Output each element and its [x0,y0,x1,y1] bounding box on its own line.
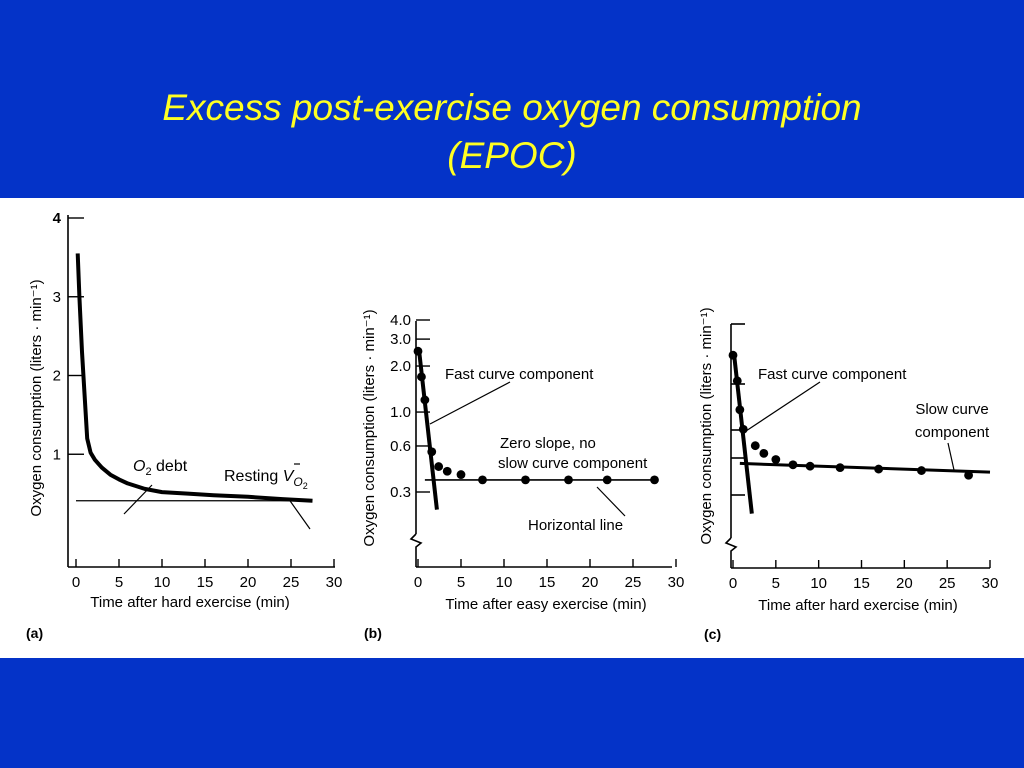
panel-c-slow-pointer [947,442,955,471]
panel-b-data-point [434,462,444,471]
panel-b-data-point [521,475,530,485]
panel-c-x-tick-label: 0 [729,575,737,592]
panel-b-x-tick-label: 25 [625,574,642,591]
panel-c-x-label: Time after hard exercise (min) [758,597,958,614]
panel-b-y-tick-label: 1.0 [390,404,411,421]
panel-b-y-label: Oxygen consumption (liters · min⁻¹) [361,309,378,546]
panel-c-data-point [771,455,781,464]
panel-c-data-point [738,424,748,434]
panel-b-zero-slope-label-2: slow curve component [498,455,648,472]
panel-b-y-tick-label: 0.6 [390,438,411,455]
panel-c-x-tick-label: 10 [810,575,827,592]
panel-c-data-point [788,460,798,470]
panel-a-resting-pointer [287,497,311,530]
panel-a-y-tick-label: 3 [53,289,61,306]
panel-b-x-tick-label: 0 [414,574,422,591]
panel-b-y-tick-label: 2.0 [390,358,411,375]
panel-b-data-point [478,475,487,485]
panel-b-y-tick-label: 0.3 [390,484,411,501]
panel-c-data-point [805,461,815,471]
panel-c-data-point [732,376,742,386]
panel-a-x-tick-label: 20 [240,574,257,591]
panel-b-data-point [564,475,573,485]
panel-c-x-tick-label: 20 [896,575,913,592]
panel-c-fast-pointer [745,381,821,432]
panel-b-data-point [413,346,423,356]
panel-b-data-point [420,395,430,405]
panel-c-data-point [917,466,926,475]
panel-c-fast-label: Fast curve component [758,366,907,383]
panel-a-y-tick-label: 2 [53,368,61,385]
panel-b: 0 5 10 15 20 25 30 4.0 3.0 2.0 1.0 0.6 0.3 Fast cur… [361,309,684,641]
panel-b-axis-break [409,533,423,550]
panel-c-data-point [735,405,745,415]
panel-b-x-tick-label: 5 [457,574,465,591]
panel-c-x-tick-label: 30 [982,575,999,592]
panel-b-horizontal-pointer [596,486,626,517]
panel-b-x-tick-label: 10 [496,574,513,591]
panel-a-x-tick-label: 0 [72,574,80,591]
panel-c-data-point [728,350,738,360]
panel-b-x-label: Time after easy exercise (min) [445,596,646,613]
panel-c-x-tick-label: 25 [939,575,956,592]
panel-b-y-tick-label: 3.0 [390,331,411,348]
panel-a-x-tick-label: 5 [115,574,123,591]
panel-a-o2-debt-pointer [123,484,153,515]
panel-a-o2-debt-label: O2 debt [133,458,188,478]
slide-title: Excess post-exercise oxygen consumption … [0,84,1024,180]
panel-c-slow-label-2: component [915,424,990,441]
panel-c-slow-label-1: Slow curve [915,401,988,418]
panel-a-label: (a) [26,625,43,641]
panel-b-fast-label: Fast curve component [445,366,594,383]
panel-b-zero-slope-label-1: Zero slope, no [500,435,596,452]
panel-b-horizontal-label: Horizontal line [528,517,623,534]
panel-b-x-tick-label: 15 [539,574,556,591]
panel-b-fast-pointer [429,381,511,425]
figure-panel: 0 5 10 15 20 25 30 1 2 3 4 O2 debt Resting VO2 Ti… [0,198,1024,658]
panel-b-data-point [427,447,437,457]
panel-a-x-label: Time after hard exercise (min) [90,594,290,611]
panel-a-recovery-curve [75,253,313,503]
panel-c-x-tick-label: 5 [772,575,780,592]
panel-a-x-tick-label: 25 [283,574,300,591]
panel-a-x-tick-label: 15 [197,574,214,591]
panel-c: 0 5 10 15 20 25 30 Fast curve component Slow c… [698,307,998,642]
panel-a: 0 5 10 15 20 25 30 1 2 3 4 O2 debt Resting VO2 Ti… [26,210,342,641]
panel-b-data-point [442,466,452,476]
panel-b-y-tick-label: 4.0 [390,312,411,329]
panel-b-data-point [650,475,659,485]
panel-a-x-tick-label: 30 [326,574,343,591]
panel-c-data-point [835,463,845,473]
panel-a-resting-vo2-label: Resting VO2 [224,468,308,491]
title-line-2: (EPOC) [447,135,577,176]
panel-c-label: (c) [704,626,721,642]
panel-c-x-tick-label: 15 [853,575,870,592]
panel-c-data-point [964,470,973,480]
panel-b-label: (b) [364,625,382,641]
panel-b-x-tick-label: 20 [582,574,599,591]
panel-c-data-point [759,448,769,458]
panel-a-x-tick-label: 10 [154,574,171,591]
panel-c-axis-break [724,537,738,554]
panel-b-data-point [602,475,612,485]
epoc-figure: 0 5 10 15 20 25 30 1 2 3 4 O2 debt Resting VO2 Ti… [26,210,998,642]
panel-c-slow-component-line [739,461,991,474]
panel-c-data-point [750,441,760,451]
panel-b-data-point [456,470,466,479]
panel-a-y-label: Oxygen consumption (liters · min⁻¹) [28,279,45,516]
panel-b-x-tick-label: 30 [668,574,685,591]
panel-b-data-point [417,372,426,382]
title-line-1: Excess post-exercise oxygen consumption [162,87,862,128]
panel-a-y-tick-label: 4 [53,210,62,227]
panel-c-data-point [874,464,884,474]
panel-a-y-tick-label: 1 [53,446,61,463]
panel-c-y-label: Oxygen consumption (liters · min⁻¹) [698,307,715,544]
